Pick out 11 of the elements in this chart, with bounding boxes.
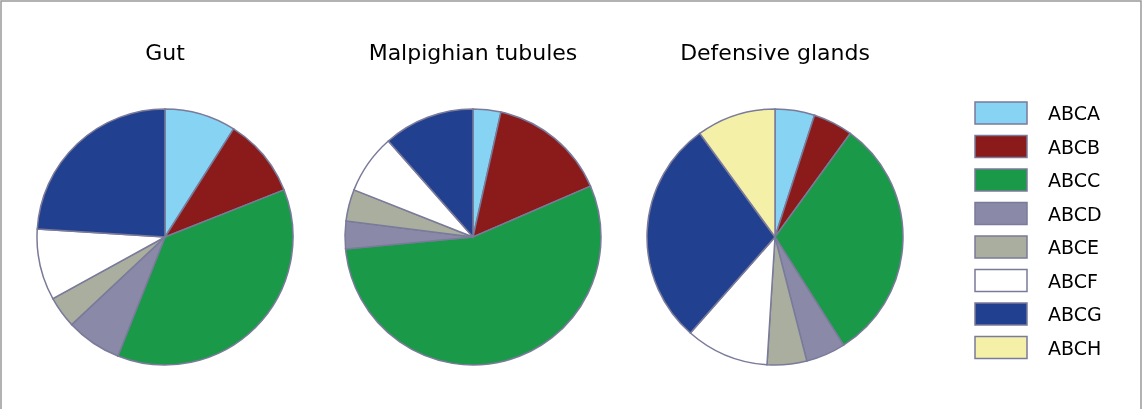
- legend-label: ABCG: [1048, 303, 1102, 325]
- chart-title: Gut: [145, 40, 186, 65]
- legend-label: ABCA: [1048, 102, 1100, 124]
- legend-label: ABCH: [1048, 336, 1102, 359]
- legend-label: ABCE: [1048, 236, 1099, 258]
- chart-title: Defensive glands: [680, 40, 870, 65]
- legend-label: ABCB: [1048, 135, 1100, 158]
- legend-label: ABCF: [1048, 269, 1098, 292]
- chart-title: Malpighian tubules: [368, 40, 578, 65]
- legend-label: ABCC: [1048, 169, 1101, 191]
- legend-label: ABCD: [1048, 202, 1102, 225]
